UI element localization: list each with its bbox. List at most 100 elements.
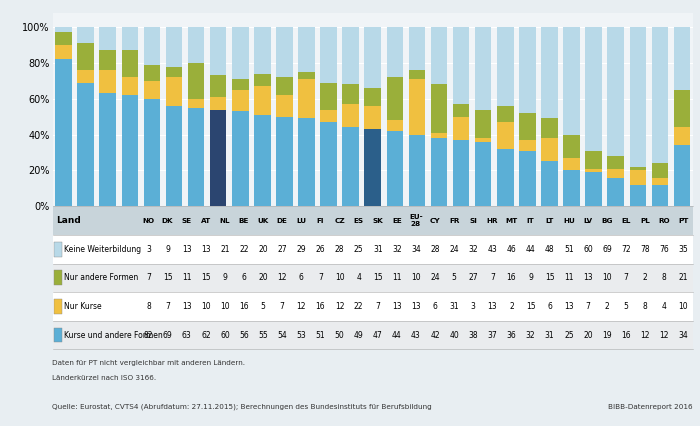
- Text: 13: 13: [182, 302, 192, 311]
- Text: 35: 35: [678, 245, 688, 254]
- Text: IT: IT: [526, 218, 535, 224]
- Text: 46: 46: [507, 245, 517, 254]
- Text: 37: 37: [487, 331, 497, 340]
- Bar: [188, 63, 204, 99]
- Bar: [122, 27, 138, 50]
- Bar: [497, 27, 514, 106]
- Text: 9: 9: [223, 273, 228, 282]
- Text: 29: 29: [297, 245, 306, 254]
- Bar: [122, 50, 138, 77]
- Text: PT: PT: [678, 218, 689, 224]
- Text: 12: 12: [640, 331, 650, 340]
- Text: 16: 16: [316, 302, 326, 311]
- Bar: [564, 27, 580, 135]
- Bar: [166, 77, 182, 106]
- Text: 51: 51: [564, 245, 573, 254]
- Text: 8: 8: [662, 273, 666, 282]
- Bar: [55, 299, 62, 314]
- Text: 12: 12: [297, 302, 306, 311]
- Bar: [298, 79, 315, 118]
- Bar: [585, 151, 602, 169]
- Text: 27: 27: [468, 273, 478, 282]
- Text: 32: 32: [468, 245, 478, 254]
- Text: 20: 20: [583, 331, 593, 340]
- Text: DK: DK: [162, 218, 174, 224]
- Text: 28: 28: [335, 245, 344, 254]
- Text: EE: EE: [392, 218, 402, 224]
- Text: Quelle: Eurostat, CVTS4 (Abrufdatum: 27.11.2015); Berechnungen des Bundesinstitu: Quelle: Eurostat, CVTS4 (Abrufdatum: 27.…: [52, 404, 433, 410]
- Bar: [365, 106, 381, 129]
- Text: 2: 2: [509, 302, 514, 311]
- Bar: [52, 264, 693, 292]
- Bar: [673, 90, 690, 127]
- Bar: [519, 113, 536, 140]
- Bar: [254, 74, 271, 86]
- Bar: [652, 178, 668, 185]
- Text: 10: 10: [411, 273, 421, 282]
- Text: 69: 69: [602, 245, 612, 254]
- Text: 12: 12: [335, 302, 344, 311]
- Text: 31: 31: [373, 245, 383, 254]
- Text: SE: SE: [182, 218, 192, 224]
- Text: EU-
28: EU- 28: [410, 214, 423, 227]
- Bar: [122, 95, 138, 206]
- Bar: [365, 129, 381, 206]
- Bar: [652, 185, 668, 206]
- Bar: [673, 145, 690, 206]
- Bar: [232, 27, 248, 79]
- Text: 16: 16: [239, 302, 249, 311]
- Text: 34: 34: [678, 331, 688, 340]
- Text: 47: 47: [373, 331, 383, 340]
- Text: 13: 13: [392, 302, 402, 311]
- Text: 20: 20: [258, 273, 268, 282]
- Text: 43: 43: [411, 331, 421, 340]
- Bar: [453, 27, 470, 104]
- Bar: [386, 77, 403, 120]
- Text: 7: 7: [624, 273, 629, 282]
- Bar: [210, 109, 226, 206]
- Bar: [55, 32, 72, 45]
- Text: 13: 13: [583, 273, 593, 282]
- Bar: [342, 127, 359, 206]
- Text: 7: 7: [585, 302, 590, 311]
- Bar: [99, 70, 116, 93]
- Text: 2: 2: [643, 273, 648, 282]
- Text: FI: FI: [316, 218, 324, 224]
- Text: 54: 54: [277, 331, 287, 340]
- Bar: [585, 172, 602, 206]
- Bar: [453, 140, 470, 206]
- Bar: [321, 27, 337, 83]
- Text: LT: LT: [545, 218, 554, 224]
- Text: 69: 69: [162, 331, 172, 340]
- Bar: [166, 27, 182, 66]
- Text: EL: EL: [622, 218, 631, 224]
- Text: 10: 10: [201, 302, 211, 311]
- Bar: [276, 77, 293, 95]
- Text: 9: 9: [165, 245, 170, 254]
- Text: 7: 7: [146, 273, 151, 282]
- Bar: [541, 27, 558, 118]
- Bar: [77, 70, 94, 83]
- Text: DE: DE: [276, 218, 288, 224]
- Bar: [254, 115, 271, 206]
- Text: 34: 34: [411, 245, 421, 254]
- Bar: [564, 170, 580, 206]
- Text: 25: 25: [354, 245, 363, 254]
- Bar: [188, 27, 204, 63]
- Bar: [585, 169, 602, 172]
- Text: 15: 15: [373, 273, 383, 282]
- Text: 11: 11: [182, 273, 192, 282]
- Text: 7: 7: [375, 302, 380, 311]
- Text: 32: 32: [526, 331, 536, 340]
- Text: 12: 12: [277, 273, 287, 282]
- Bar: [188, 99, 204, 108]
- Text: NO: NO: [143, 218, 155, 224]
- Text: 3: 3: [146, 245, 151, 254]
- Text: 62: 62: [201, 331, 211, 340]
- Bar: [342, 104, 359, 127]
- Bar: [77, 83, 94, 206]
- Bar: [298, 27, 315, 72]
- Bar: [342, 27, 359, 84]
- Bar: [541, 161, 558, 206]
- Text: 20: 20: [258, 245, 268, 254]
